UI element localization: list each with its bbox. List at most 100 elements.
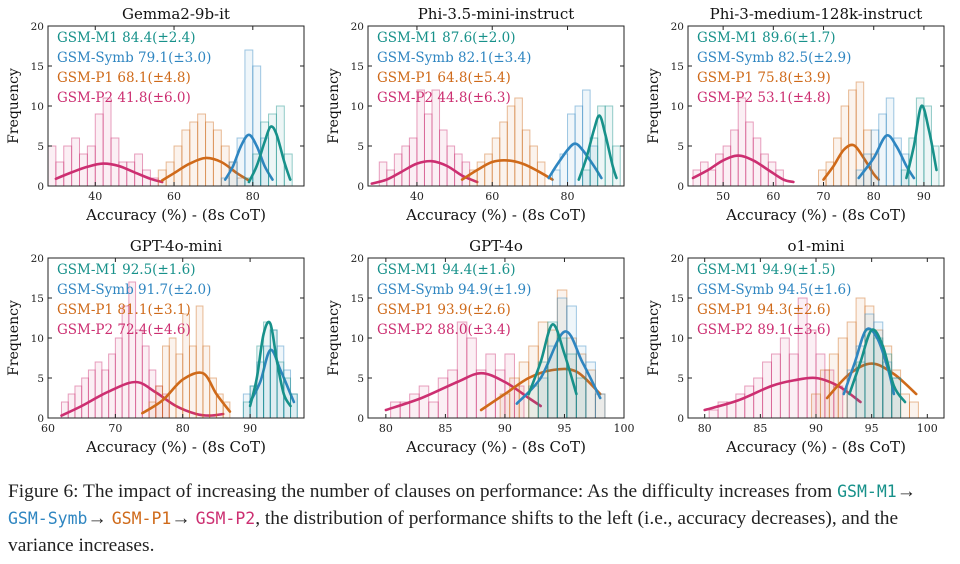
x-tick-label: 90: [498, 422, 512, 435]
chart-title: Phi-3-medium-128k-instruct: [710, 5, 923, 23]
histogram-bar: [811, 393, 821, 418]
legend-entry-gsm-m1: GSM-M1 87.6(±2.0): [377, 30, 516, 46]
histogram-bar: [556, 337, 568, 418]
y-tick-label: 20: [671, 253, 684, 265]
x-axis-label: Accuracy (%) - (8s CoT): [405, 438, 586, 456]
legend-entry-gsm-symb: GSM-Symb 94.9(±1.9): [377, 282, 531, 298]
histogram-bar: [788, 353, 799, 418]
kde-curve: [54, 162, 164, 184]
x-axis-label: Accuracy (%) - (8s CoT): [405, 206, 586, 224]
y-tick-label: 5: [357, 373, 364, 385]
legend-entry-gsm-m1: GSM-M1 84.4(±2.4): [57, 30, 196, 46]
histogram-bar: [717, 401, 728, 418]
histogram-bar: [873, 321, 884, 418]
histogram-bar: [135, 329, 143, 418]
histogram-bar: [269, 329, 278, 418]
legend-entry-gsm-m1: GSM-M1 89.6(±1.7): [697, 30, 836, 46]
histogram-bar: [878, 113, 887, 186]
histogram-bar: [118, 161, 128, 186]
kde-curve: [223, 133, 274, 181]
histogram-bar: [416, 89, 425, 186]
x-axis-label: Accuracy (%) - (8s CoT): [725, 206, 906, 224]
histogram-bar: [94, 361, 103, 418]
x-tick-label: 80: [379, 422, 393, 435]
histogram-bar: [499, 121, 508, 186]
kde-curve: [825, 362, 918, 400]
kde-curve: [247, 125, 292, 184]
y-tick-label: 20: [671, 21, 684, 33]
series-gsm-m1: [577, 105, 621, 186]
y-axis-label: Frequency: [326, 68, 342, 144]
histogram-bar: [893, 137, 902, 186]
legend-entry-gsm-p1: GSM-P1 94.3(±2.6): [697, 302, 831, 318]
histogram-bar: [735, 393, 746, 418]
x-tick-label: 95: [557, 422, 571, 435]
kde-curve: [822, 143, 880, 181]
x-axis-label: Accuracy (%) - (8s CoT): [85, 206, 266, 224]
histogram-bar: [378, 161, 388, 186]
x-tick-label: 50: [716, 190, 730, 203]
histogram-bar: [864, 305, 875, 418]
x-tick-label: 80: [561, 190, 575, 203]
histogram-bar: [825, 161, 835, 186]
chart-panel-o1-mini: 0 5 10 15 20 80 85 90 95 100 o1-mini Accuracy (%) -…: [646, 237, 945, 456]
histogram-bar: [882, 353, 893, 418]
series-gsm-p2: [48, 97, 164, 186]
histogram-bar: [418, 385, 430, 418]
chart-panel-gpt-4o-mini: 0 5 10 15 20 60 70 80 90 GPT-4o-mini Accuracy (%) …: [6, 237, 305, 456]
x-tick-label: 80: [246, 190, 260, 203]
histogram-bar: [437, 377, 449, 418]
histogram-bar: [215, 393, 224, 418]
legend-entry-gsm-m1: GSM-M1 94.9(±1.5): [697, 262, 836, 278]
chart-panel-gpt-4o: 0 5 10 15 20 80 85 90 95 100 GPT-4o Accuracy (%) - …: [326, 237, 635, 456]
histogram-bar: [585, 369, 596, 418]
y-tick-label: 20: [351, 253, 364, 265]
kde-curve: [905, 104, 938, 180]
series-gsm-symb: [547, 89, 603, 186]
legend-entry-gsm-symb: GSM-Symb 94.5(±1.6): [697, 282, 851, 298]
histogram-bar: [475, 369, 487, 418]
histogram-bar: [162, 345, 170, 418]
histogram-bar: [390, 401, 401, 418]
caption-arrow: →: [87, 508, 107, 529]
histogram-bar: [189, 121, 199, 186]
histogram-bar: [745, 121, 754, 186]
histogram-bar: [236, 177, 246, 186]
y-tick-label: 10: [31, 333, 44, 345]
y-tick-label: 0: [37, 181, 44, 193]
x-tick-label: 90: [243, 422, 257, 435]
caption-arrow: →: [896, 481, 917, 502]
histogram-bar: [806, 329, 817, 418]
histogram-bar: [60, 401, 69, 418]
x-tick-label: 90: [809, 422, 823, 435]
histogram-bar: [594, 393, 606, 418]
histogram-bar: [547, 321, 558, 418]
caption-gsm-p1: GSM-P1: [111, 509, 172, 528]
histogram-bar: [195, 305, 204, 418]
histogram-bar: [182, 313, 190, 418]
legend-entry-gsm-p2: GSM-P2 89.1(±3.6): [697, 322, 831, 338]
histogram-bar: [126, 161, 136, 186]
caption-prefix: Figure 6: The impact of increasing the n…: [8, 481, 833, 502]
histogram-bar: [431, 89, 441, 186]
kde-curve: [460, 158, 554, 181]
series-gsm-p2: [370, 89, 479, 186]
histogram-bar: [71, 137, 81, 186]
histogram-bar: [518, 361, 530, 418]
histogram-bar: [162, 393, 170, 418]
histogram-bar: [87, 369, 96, 418]
histogram-bar: [589, 137, 599, 186]
histogram-bar: [205, 121, 214, 186]
histogram-bar: [819, 369, 830, 418]
histogram-bar: [722, 145, 732, 186]
histogram-bar: [102, 97, 112, 186]
histogram-bar: [708, 409, 719, 418]
kde-curve: [141, 371, 232, 415]
histogram-bar: [900, 393, 910, 418]
kde-curve: [691, 154, 795, 184]
histogram-bar: [575, 353, 587, 418]
x-tick-label: 95: [865, 422, 879, 435]
histogram-bar: [837, 337, 848, 418]
histogram-bar: [409, 393, 420, 418]
kde-curve: [547, 142, 603, 180]
